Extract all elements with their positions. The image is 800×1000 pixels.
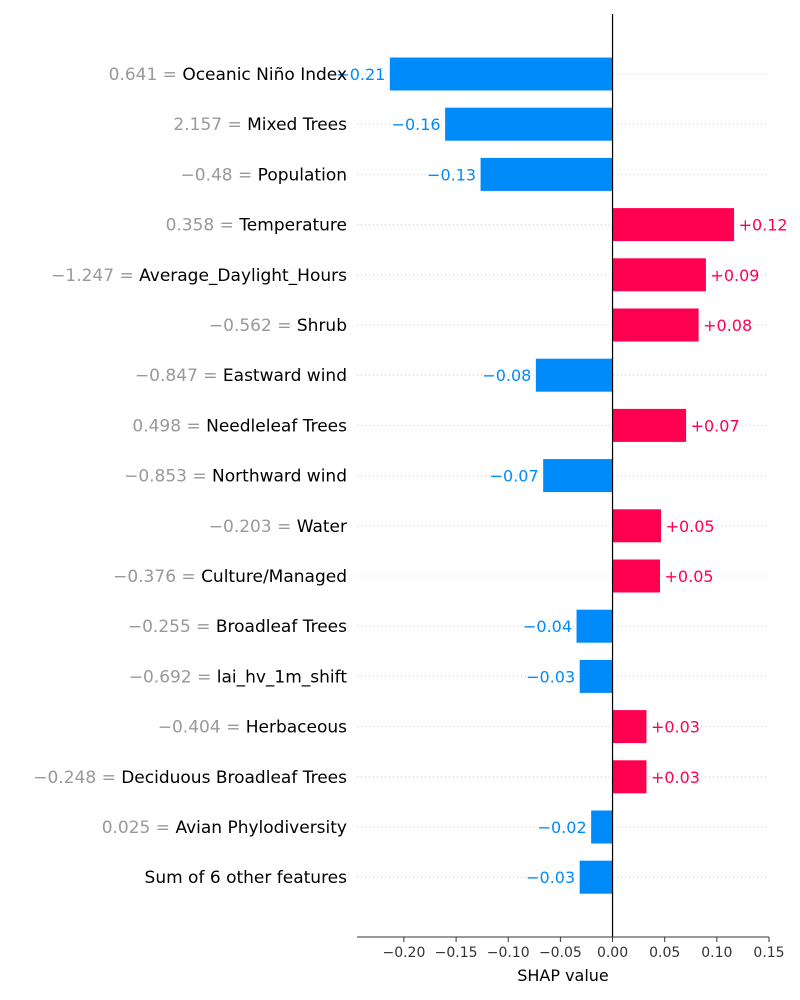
feature-name: Avian Phylodiversity [175,818,347,838]
feature-name: Needleleaf Trees [206,416,347,436]
x-tick-label: 0.00 [597,945,628,961]
data-label: −0.13 [427,165,476,184]
feature-value: −1.247 = [51,266,139,286]
feature-name: Water [297,517,347,537]
bar [444,106,614,142]
feature-label: −0.255 = Broadleaf Trees [128,617,347,637]
bar [590,809,614,845]
bar [388,56,614,92]
feature-value: −0.203 = [209,517,297,537]
feature-value: −0.376 = [113,567,201,587]
data-label: −0.08 [482,366,531,385]
feature-label: −0.376 = Culture/Managed [113,567,347,587]
data-label: −0.16 [392,115,441,134]
feature-value: −0.248 = [33,768,121,788]
bar [612,407,688,443]
feature-name: Population [258,165,347,185]
bar [612,709,648,745]
x-axis: −0.20 −0.15 −0.10 −0.05 0.00 0.05 0.10 0.15 [357,14,785,961]
feature-name: Average_Daylight_Hours [139,266,347,286]
data-label: +0.12 [739,216,788,235]
x-tick-label: 0.05 [649,945,680,961]
feature-label: −0.404 = Herbaceous [158,718,347,738]
feature-value: 2.157 = [173,115,247,135]
feature-label: 0.498 = Needleleaf Trees [132,416,347,436]
x-tick-label: −0.20 [382,945,425,961]
x-tick-label: −0.15 [435,945,478,961]
data-label: −0.03 [526,667,575,686]
feature-value: −0.48 = [181,165,258,185]
feature-name: Broadleaf Trees [216,617,347,637]
feature-name: Culture/Managed [201,567,347,587]
feature-label: −0.203 = Water [209,517,347,537]
feature-name: Sum of 6 other features [145,868,348,888]
data-label: +0.05 [666,517,715,536]
feature-name: lai_hv_1m_shift [217,667,348,687]
bar [612,257,707,293]
x-tick-label: 0.15 [753,945,784,961]
feature-name: Oceanic Niño Index [182,65,347,85]
grid-lines [357,73,769,878]
bar [542,458,614,494]
feature-label: −0.48 = Population [181,165,347,185]
bar [612,207,736,243]
feature-name: Deciduous Broadleaf Trees [121,768,347,788]
feature-label: −0.248 = Deciduous Broadleaf Trees [33,768,347,788]
feature-label: 0.358 = Temperature [166,216,347,236]
bar [612,508,663,544]
data-label: −0.04 [523,617,572,636]
bar [578,658,614,694]
feature-value: 0.358 = [166,216,240,236]
feature-label: −1.247 = Average_Daylight_Hours [51,266,347,286]
data-label: −0.02 [538,818,587,837]
data-label: +0.08 [703,316,752,335]
bar [534,357,614,393]
feature-name: Mixed Trees [247,115,347,135]
feature-name: Northward wind [212,467,347,487]
data-label: −0.03 [526,868,575,887]
feature-value: −0.562 = [209,316,297,336]
feature-value: 0.025 = [102,818,176,838]
data-label: −0.21 [336,65,385,84]
bar [612,558,662,594]
bar [479,156,614,192]
bar [578,859,614,895]
feature-label: −0.847 = Eastward wind [135,366,347,386]
feature-value: 0.641 = [109,65,183,85]
x-tick-label: 0.10 [701,945,732,961]
feature-name: Eastward wind [223,366,347,386]
data-label: −0.07 [490,467,539,486]
data-label: +0.07 [691,416,740,435]
bar [612,759,648,795]
bars: −0.21 −0.16 −0.13 +0.12 +0.09 +0.08 −0.08 +0.07… [336,56,788,895]
x-tick-label: −0.10 [487,945,530,961]
data-label: +0.05 [665,567,714,586]
feature-value: 0.498 = [132,416,206,436]
data-label: +0.03 [651,768,700,787]
x-tick-label: −0.05 [539,945,582,961]
feature-label: −0.562 = Shrub [209,316,347,336]
feature-name: Herbaceous [246,718,347,738]
feature-value: −0.404 = [158,718,246,738]
feature-name: Shrub [297,316,347,336]
feature-label: −0.853 = Northward wind [124,467,347,487]
feature-label: 2.157 = Mixed Trees [173,115,347,135]
x-axis-label: SHAP value [517,966,609,985]
bar [575,608,614,644]
feature-value: −0.692 = [129,667,217,687]
feature-labels: 0.641 = Oceanic Niño Index 2.157 = Mixed … [33,65,347,888]
feature-label: 0.641 = Oceanic Niño Index [109,65,347,85]
feature-label: 0.025 = Avian Phylodiversity [102,818,347,838]
feature-value: −0.255 = [128,617,216,637]
feature-label: −0.692 = lai_hv_1m_shift [129,667,348,687]
feature-value: −0.853 = [124,467,212,487]
data-label: +0.03 [651,718,700,737]
bar [612,307,700,343]
feature-label: Sum of 6 other features [145,868,348,888]
feature-name: Temperature [238,216,347,236]
data-label: +0.09 [710,266,759,285]
feature-value: −0.847 = [135,366,223,386]
